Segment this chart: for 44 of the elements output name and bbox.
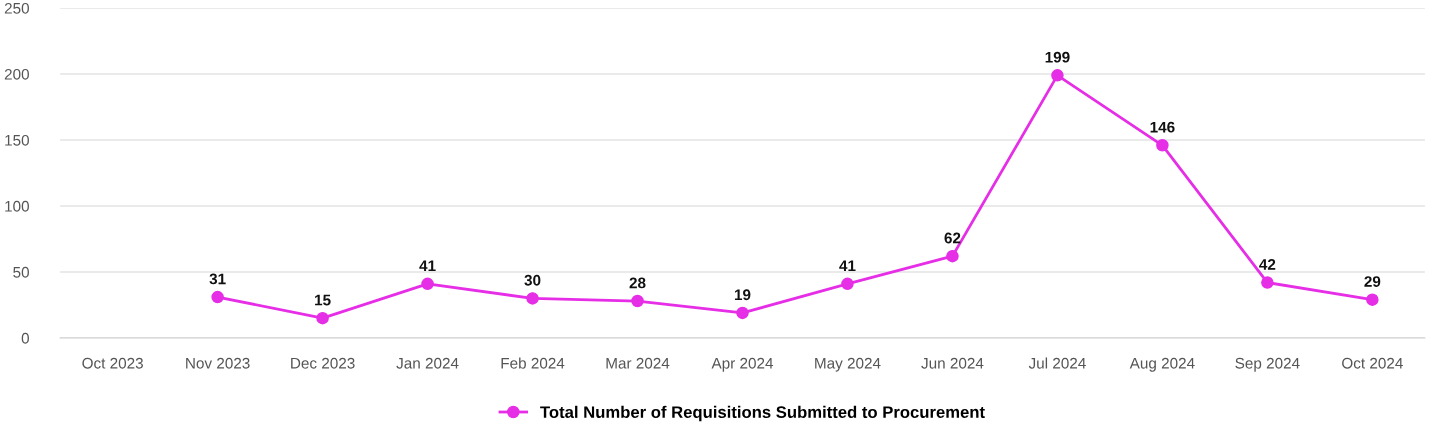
legend-label: Total Number of Requisitions Submitted to Procurement: [540, 405, 985, 422]
data-label: 19: [734, 289, 751, 301]
point: [1261, 276, 1274, 289]
point: [316, 311, 329, 325]
x-tick-label: Sep 2024: [1235, 357, 1300, 372]
point: [946, 249, 959, 263]
point: [421, 277, 434, 291]
data-label: 28: [629, 277, 646, 289]
point: [841, 277, 854, 291]
data-label: 146: [1150, 121, 1175, 133]
y-tick-label: 100: [5, 200, 29, 212]
x-tick-label: Dec 2023: [291, 357, 355, 369]
data-label: 15: [315, 294, 331, 306]
x-tick-label: Jan 2024: [396, 357, 459, 369]
x-tick-label: Jun 2024: [921, 357, 984, 369]
data-label: 41: [839, 260, 856, 271]
data-label: 62: [944, 232, 961, 244]
data-label: 31: [209, 273, 226, 285]
x-tick-label: Apr 2024: [711, 357, 774, 372]
x-tick-label: Mar 2024: [606, 357, 670, 369]
x-tick-label: May 2024: [815, 357, 881, 372]
point: [1366, 293, 1379, 306]
data-label: 29: [1364, 276, 1381, 287]
data-label: 199: [1045, 51, 1070, 63]
y-tick-label: 200: [4, 68, 29, 80]
x-tick-label: Feb 2024: [501, 357, 565, 369]
data-label: 30: [524, 274, 541, 286]
x-tick-label: Aug 2024: [1129, 357, 1195, 372]
point: [211, 290, 224, 304]
data-label: 41: [419, 260, 436, 271]
x-tick-label: Oct 2023: [82, 357, 143, 369]
y-tick-label: 50: [13, 266, 29, 278]
y-tick-label: 250: [4, 2, 29, 14]
y-tick-label: 150: [5, 134, 29, 146]
data-label: 42: [1259, 258, 1276, 270]
point: [631, 294, 644, 308]
x-tick-label: Jul 2024: [1028, 357, 1086, 369]
x-tick-label: Oct 2024: [1342, 357, 1403, 369]
point: [736, 306, 749, 320]
x-tick-label: Nov 2023: [186, 357, 250, 369]
point: [1051, 69, 1064, 82]
point: [526, 292, 539, 305]
y-tick-label: 0: [21, 332, 29, 344]
point: [1156, 139, 1169, 152]
